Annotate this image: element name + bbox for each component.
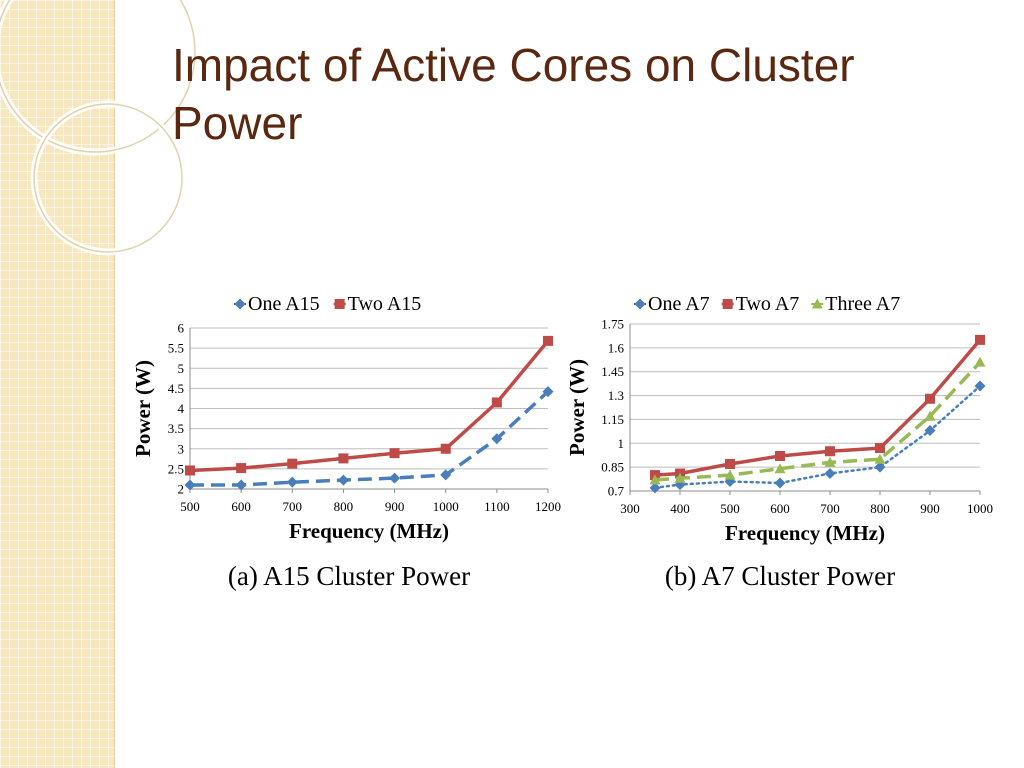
data-point (649, 482, 661, 494)
data-point (649, 474, 661, 485)
data-point (725, 458, 735, 469)
data-point (724, 469, 736, 480)
y-tick-label: 2.5 (168, 461, 184, 476)
x-tick-label: 1200 (535, 499, 561, 514)
legend-entry-0: One A15 (248, 293, 320, 315)
y-tick-label: 0.7 (608, 484, 625, 499)
data-point (491, 397, 502, 408)
data-point (774, 477, 786, 489)
data-point (925, 393, 935, 404)
x-tick-label: 1000 (433, 499, 459, 514)
legend-marker (722, 299, 733, 309)
legend-entry-2: Three A7 (825, 293, 900, 315)
data-point (825, 446, 835, 457)
x-tick-label: 900 (920, 501, 940, 516)
data-point (389, 448, 400, 459)
y-tick-label: 4.5 (168, 381, 184, 396)
y-tick-label: 1.15 (601, 412, 624, 427)
slide-title: Impact of Active Cores on Cluster Power (172, 39, 855, 149)
x-tick-label: 1000 (967, 501, 993, 516)
series-line-0 (653, 384, 982, 490)
x-tick-label: 300 (620, 501, 640, 516)
x-axis-title: Frequency (MHz) (725, 521, 885, 545)
data-point (974, 356, 986, 367)
data-point (337, 474, 349, 486)
legend-entry-1: Two A7 (736, 293, 800, 315)
x-tick-label: 800 (334, 499, 354, 514)
y-tick-label: 1 (618, 436, 625, 451)
y-tick-label: 3 (178, 441, 185, 456)
data-point (875, 443, 885, 454)
series-line-2 (654, 361, 982, 482)
y-tick-label: 3.5 (168, 421, 184, 436)
legend-marker (634, 298, 646, 310)
data-point (185, 465, 195, 476)
y-tick-label: 5.5 (168, 341, 184, 356)
legend-entry-1: Two A15 (348, 293, 422, 315)
x-axis-title: Frequency (MHz) (289, 519, 449, 543)
data-point (874, 453, 886, 464)
data-point (440, 443, 451, 454)
data-point (338, 453, 349, 464)
chart-legend: One A7 Two A7 Three A7 (634, 293, 900, 315)
chart-legend: One A15 Two A15 (234, 293, 421, 315)
x-tick-label: 600 (770, 501, 790, 516)
chart-a15-cluster-power: One A15 Two A15 2 2.5 3 3.5 4 4.5 5 5.5 6 500 600 700… (131, 293, 561, 591)
data-point (491, 433, 503, 445)
y-axis-title: Power (W) (565, 359, 589, 456)
chart-caption: (a) A15 Cluster Power (228, 561, 470, 591)
data-point (542, 386, 554, 398)
y-tick-label: 1.3 (608, 388, 624, 403)
x-tick-label: 700 (283, 499, 303, 514)
x-tick-label: 500 (180, 499, 200, 514)
y-tick-label: 1.6 (608, 340, 625, 355)
x-tick-label: 500 (720, 501, 740, 516)
legend-marker (811, 298, 823, 309)
y-tick-label: 5 (178, 361, 185, 376)
x-tick-label: 1100 (484, 499, 510, 514)
data-point (440, 469, 452, 481)
data-point (824, 468, 836, 480)
data-point (543, 335, 553, 346)
x-tick-label: 800 (870, 501, 890, 516)
x-tick-label: 900 (385, 499, 405, 514)
series-line-1 (189, 339, 550, 473)
data-point (286, 476, 298, 488)
x-tick-label: 600 (231, 499, 251, 514)
data-point (287, 458, 298, 469)
series-line-0 (190, 390, 550, 487)
series-line-1 (654, 338, 982, 477)
y-tick-label: 2 (178, 482, 185, 497)
data-point (775, 451, 785, 462)
data-point (974, 380, 986, 392)
data-point (184, 479, 196, 491)
legend-entry-0: One A7 (648, 293, 710, 315)
chart-caption: (b) A7 Cluster Power (665, 561, 895, 591)
y-tick-label: 1.75 (601, 317, 624, 332)
y-tick-label: 0.85 (601, 460, 624, 475)
decorative-side-strip (0, 0, 115, 768)
y-axis-title: Power (W) (131, 360, 155, 457)
legend-marker (234, 298, 246, 310)
legend-marker (334, 299, 345, 309)
data-point (924, 410, 936, 421)
y-tick-label: 4 (178, 401, 185, 416)
data-point (674, 472, 686, 483)
data-point (235, 479, 247, 491)
data-point (874, 461, 886, 473)
y-tick-label: 6 (178, 321, 185, 336)
data-point (236, 463, 247, 474)
data-point (924, 425, 936, 437)
x-tick-label: 700 (820, 501, 840, 516)
data-point (774, 463, 786, 474)
data-point (389, 472, 401, 484)
x-tick-label: 400 (670, 501, 690, 516)
data-point (824, 456, 836, 467)
data-point (975, 334, 985, 345)
chart-a7-cluster-power: One A7 Two A7 Three A7 0.7 0.85 1 1.15 1.3 1.45 1… (565, 293, 993, 591)
y-tick-label: 1.45 (601, 364, 624, 379)
